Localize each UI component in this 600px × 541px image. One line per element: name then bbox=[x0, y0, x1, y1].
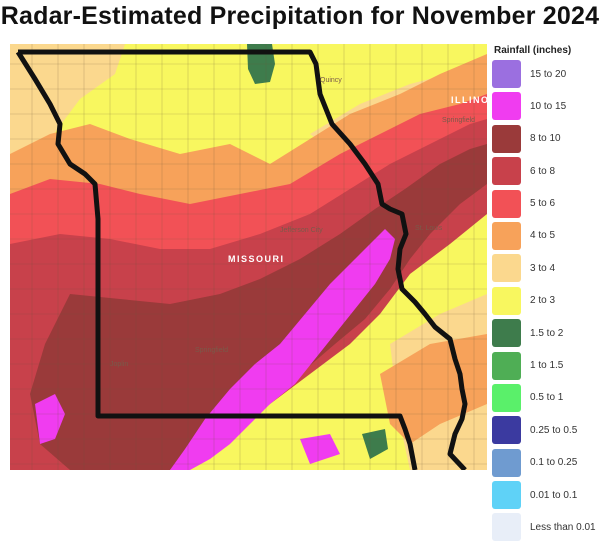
legend-items: 15 to 20 10 to 15 8 to 10 6 to 8 5 to 6 4 to … bbox=[492, 60, 600, 541]
rain-1-5-2-south bbox=[362, 429, 388, 459]
rain-10-15-south bbox=[300, 434, 340, 464]
state-label-illinois: ILLINOIS bbox=[451, 95, 487, 105]
missouri-border-west-south bbox=[15, 50, 418, 470]
legend-item: 1 to 1.5 bbox=[492, 351, 600, 380]
legend-swatch bbox=[492, 157, 521, 186]
rainfall-legend: Rainfall (inches) 15 to 20 10 to 15 8 to 1… bbox=[492, 44, 600, 541]
county-lines bbox=[10, 44, 487, 470]
place-joplin: Joplin bbox=[110, 361, 128, 368]
place-jefferson-city: Jefferson City bbox=[280, 227, 323, 234]
rain-10-15-southwest bbox=[35, 394, 65, 444]
legend-swatch bbox=[492, 92, 521, 121]
legend-label: 5 to 6 bbox=[530, 198, 556, 210]
precipitation-map[interactable]: Quincy ILLINOIS Springfield St. Louis Je… bbox=[10, 44, 487, 470]
legend-label: 0.5 to 1 bbox=[530, 392, 564, 404]
legend-item: 0.25 to 0.5 bbox=[492, 416, 600, 445]
map-canvas: Quincy ILLINOIS Springfield St. Louis Je… bbox=[10, 44, 487, 470]
legend-label: 8 to 10 bbox=[530, 133, 561, 145]
legend-item: 1.5 to 2 bbox=[492, 319, 600, 348]
legend-item: 2 to 3 bbox=[492, 286, 600, 315]
rain-8-10-band bbox=[30, 144, 487, 470]
legend-label: 15 to 20 bbox=[530, 68, 567, 80]
legend-swatch bbox=[492, 513, 521, 541]
legend-swatch bbox=[492, 319, 521, 348]
map-title: Radar-Estimated Precipitation for Novemb… bbox=[0, 2, 600, 30]
legend-swatch bbox=[492, 189, 521, 218]
legend-item: 4 to 5 bbox=[492, 221, 600, 250]
legend-swatch bbox=[492, 481, 521, 510]
legend-item: 6 to 8 bbox=[492, 157, 600, 186]
legend-item: 10 to 15 bbox=[492, 92, 600, 121]
legend-item: 5 to 6 bbox=[492, 189, 600, 218]
state-label-missouri: MISSOURI bbox=[228, 254, 285, 264]
legend-swatch bbox=[492, 124, 521, 153]
legend-item: 15 to 20 bbox=[492, 60, 600, 88]
legend-label: 0.1 to 0.25 bbox=[530, 457, 578, 469]
legend-item: 0.5 to 1 bbox=[492, 383, 600, 412]
legend-swatch bbox=[492, 60, 521, 88]
legend-swatch bbox=[492, 254, 521, 283]
legend-label: 0.25 to 0.5 bbox=[530, 424, 578, 436]
legend-label: 2 to 3 bbox=[530, 295, 556, 307]
legend-swatch bbox=[492, 351, 521, 380]
legend-item: 8 to 10 bbox=[492, 124, 600, 153]
legend-swatch bbox=[492, 383, 521, 412]
legend-label: 4 to 5 bbox=[530, 230, 556, 242]
legend-item: Less than 0.01 bbox=[492, 513, 600, 541]
legend-swatch bbox=[492, 221, 521, 250]
legend-item: 3 to 4 bbox=[492, 254, 600, 283]
missouri-border-north-east bbox=[18, 49, 468, 470]
place-st-louis: St. Louis bbox=[415, 225, 443, 232]
legend-swatch bbox=[492, 448, 521, 477]
legend-label: 1.5 to 2 bbox=[530, 327, 564, 339]
place-quincy: Quincy bbox=[320, 77, 342, 84]
legend-label: 1 to 1.5 bbox=[530, 360, 564, 372]
rain-3-4-northwest bbox=[10, 44, 125, 164]
legend-label: 0.01 to 0.1 bbox=[530, 489, 578, 501]
legend-label: Less than 0.01 bbox=[530, 521, 596, 533]
rain-10-15-main-band bbox=[170, 229, 395, 470]
legend-title: Rainfall (inches) bbox=[494, 45, 572, 56]
rain-4-5-southeast bbox=[380, 334, 487, 444]
legend-label: 3 to 4 bbox=[530, 262, 556, 274]
legend-label: 10 to 15 bbox=[530, 100, 567, 112]
legend-swatch bbox=[492, 416, 521, 445]
legend-swatch bbox=[492, 286, 521, 315]
place-springfield-il: Springfield bbox=[442, 117, 475, 124]
legend-item: 0.1 to 0.25 bbox=[492, 448, 600, 477]
legend-label: 6 to 8 bbox=[530, 165, 556, 177]
legend-item: 0.01 to 0.1 bbox=[492, 481, 600, 510]
place-springfield-mo: Springfield bbox=[195, 347, 228, 354]
